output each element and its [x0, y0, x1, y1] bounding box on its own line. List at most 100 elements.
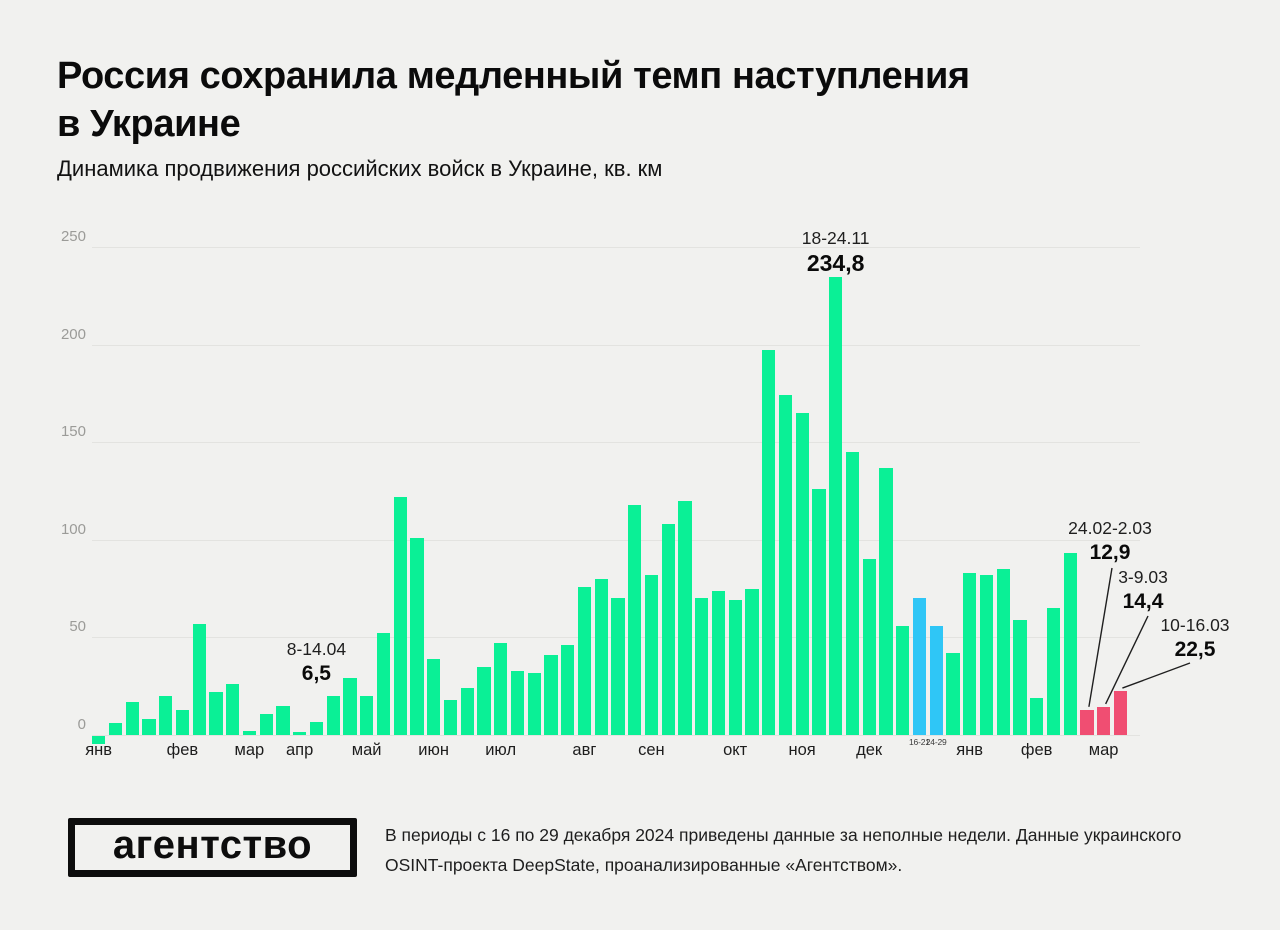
bar-week-15 — [343, 678, 357, 735]
x-axis-month-label: дек — [856, 741, 883, 759]
y-axis-tick-label: 200 — [60, 325, 86, 343]
annotation-date-label: 3-9.03 — [1118, 567, 1168, 587]
annotation-value-label: 14,4 — [1122, 590, 1164, 613]
bar-week-3 — [142, 719, 156, 735]
bar-week-6 — [192, 623, 206, 735]
bar-week-17 — [376, 633, 391, 735]
y-axis-tick-label: 250 — [60, 228, 86, 245]
bar-week-16 — [360, 695, 374, 735]
annotation-date-label: 24.02-2.03 — [1068, 518, 1152, 538]
bar-week-59 — [1080, 709, 1094, 735]
bar-week-23 — [477, 666, 491, 735]
x-axis-month-label: мар — [1088, 741, 1119, 759]
bar-week-2 — [125, 701, 139, 735]
annotation-24.02-2.03: 24.02-2.03 12,9 — [1068, 517, 1152, 566]
y-axis-tick-label: 150 — [60, 423, 86, 441]
bar-week-33 — [644, 574, 659, 735]
bar-week-53 — [979, 574, 994, 735]
agentstvo-logo-text: агентство — [112, 823, 313, 867]
bar-week-7 — [209, 692, 223, 735]
bar-week-42 — [795, 412, 809, 735]
bar-week-14 — [326, 695, 340, 735]
bar-week-39 — [745, 588, 759, 735]
annotation-18-24.11: 18-24.11 234,8 — [802, 227, 870, 277]
agentstvo-logo: агентство — [68, 818, 357, 877]
y-axis-tick-label: 0 — [77, 716, 86, 733]
annotation-value-label: 22,5 — [1174, 638, 1216, 661]
bar-week-12 — [293, 732, 307, 735]
gridline-250 — [92, 247, 1140, 248]
bar-week-45 — [845, 451, 860, 735]
bar-week-47 — [879, 467, 893, 735]
x-axis-month-label: фев — [1020, 741, 1053, 759]
x-axis-month-label: авг — [572, 741, 597, 759]
annotation-10-16.03: 10-16.03 22,5 — [1160, 614, 1229, 663]
bar-week-9 — [242, 731, 257, 735]
bar-week-22 — [460, 688, 474, 735]
x-axis-month-label: май — [351, 741, 382, 759]
bar-week-50 — [929, 625, 943, 735]
annotation-value-label: 6,5 — [301, 662, 331, 685]
incomplete-week-sublabel: 16-21 — [909, 737, 930, 747]
bar-week-41 — [778, 395, 793, 735]
bar-week-37 — [711, 590, 726, 735]
x-axis-month-label: окт — [723, 741, 748, 759]
annotation-value-label: 12,9 — [1089, 541, 1131, 564]
bar-week-4 — [159, 695, 173, 735]
bar-week-1 — [108, 723, 123, 735]
bar-week-44 — [829, 276, 843, 735]
gridline-150 — [92, 442, 1140, 444]
x-axis-month-label: июн — [418, 741, 449, 759]
annotation-3-9.03: 3-9.03 14,4 — [1118, 566, 1168, 615]
incomplete-week-sublabel: 24-29 — [925, 737, 947, 747]
chart-subtitle: Динамика продвижения российских войск в … — [57, 156, 663, 181]
bar-week-35 — [678, 500, 692, 735]
bar-week-57 — [1046, 608, 1061, 735]
bar-week-5 — [175, 709, 190, 735]
bar-week-13 — [309, 722, 324, 735]
x-axis-month-label: ноя — [788, 741, 816, 759]
bar-week-10 — [259, 713, 273, 735]
bar-week-19 — [410, 537, 424, 735]
x-axis-month-label: сен — [638, 741, 665, 759]
bar-week-26 — [527, 672, 541, 735]
bar-week-40 — [762, 350, 776, 735]
bar-week-34 — [661, 524, 675, 735]
bar-week-52 — [963, 572, 977, 735]
bar-week-28 — [561, 645, 575, 735]
bar-week-55 — [1013, 619, 1027, 735]
bar-week-60 — [1097, 706, 1111, 735]
gridline-0 — [92, 735, 1140, 736]
bar-week-0 — [92, 736, 106, 744]
bar-week-31 — [611, 598, 625, 735]
x-axis-month-label: июл — [485, 741, 517, 759]
bar-week-24 — [494, 643, 508, 735]
annotation-date-label: 18-24.11 — [801, 228, 870, 248]
y-axis-tick-label: 50 — [69, 618, 86, 636]
bar-week-18 — [393, 496, 407, 735]
bar-week-27 — [544, 654, 558, 735]
bar-week-36 — [695, 598, 709, 735]
bar-week-56 — [1030, 697, 1044, 735]
bar-week-43 — [812, 489, 826, 735]
annotation-date-label: 8-14.04 — [286, 639, 347, 659]
bar-week-25 — [510, 670, 525, 735]
bar-week-58 — [1063, 553, 1077, 735]
y-axis-tick-label: 100 — [60, 520, 86, 538]
bar-week-30 — [594, 578, 608, 735]
x-axis-month-label: апр — [285, 741, 314, 759]
bar-week-48 — [896, 625, 910, 735]
bar-week-11 — [276, 705, 290, 735]
annotation-value-label: 234,8 — [806, 250, 865, 276]
bar-week-32 — [628, 504, 642, 735]
bar-week-21 — [443, 699, 458, 735]
annotation-date-label: 10-16.03 — [1160, 615, 1230, 635]
footnote: В периоды с 16 по 29 декабря 2024 привед… — [385, 825, 1182, 875]
bar-week-8 — [226, 684, 240, 735]
gridline-200 — [92, 344, 1140, 346]
title-line-1: Россия сохранила медленный темп наступле… — [57, 55, 970, 97]
bar-week-54 — [996, 569, 1010, 735]
x-axis-month-label: янв — [956, 741, 984, 759]
x-axis-month-label: мар — [234, 741, 265, 759]
